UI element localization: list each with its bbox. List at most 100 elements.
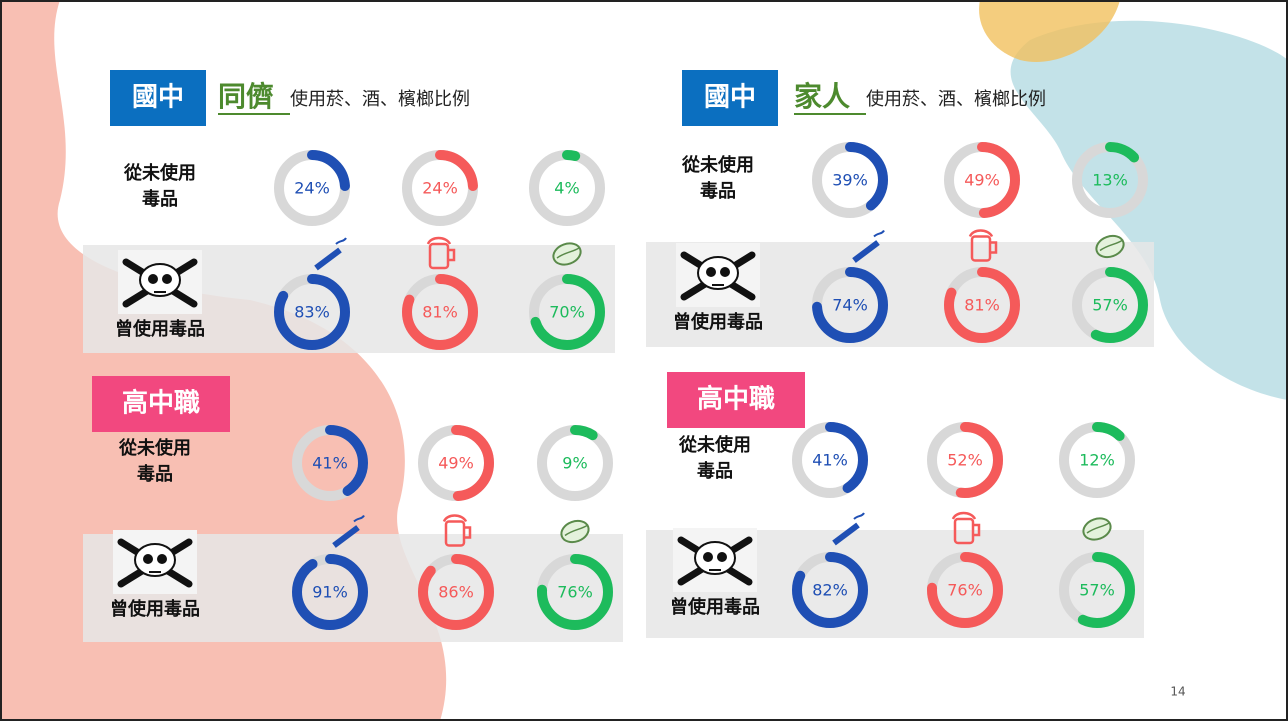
icon [1082, 517, 1112, 541]
skull-head [139, 263, 181, 297]
eye [703, 552, 713, 562]
foam [951, 511, 977, 520]
beer-icon [970, 235, 992, 262]
row-label: 曾使用毒品 [673, 311, 763, 333]
skull-icon [113, 530, 197, 594]
cigarette-icon [852, 240, 880, 263]
beer-handle [990, 241, 998, 254]
icon [560, 519, 590, 544]
row-label: 從未使用 [123, 162, 196, 184]
donut-label: 76% [557, 583, 593, 602]
school-label: 高中職 [122, 388, 200, 419]
donut-arc [1059, 552, 1135, 628]
row-label: 曾使用毒品 [115, 318, 205, 340]
donut-arc [292, 554, 368, 630]
donut-arc [792, 422, 868, 498]
donut-label: 49% [438, 454, 474, 473]
watercolor-yellow [979, 0, 1120, 62]
school-badge [110, 70, 206, 126]
skull-icon [676, 243, 760, 307]
icon [852, 229, 885, 263]
eye [162, 274, 172, 284]
skull-head [694, 541, 736, 575]
cigarette-icon [832, 522, 860, 546]
beer-icon [444, 520, 466, 547]
smoke [335, 237, 347, 245]
donut-arc [537, 425, 613, 501]
row-label: 從未使用 [118, 437, 191, 459]
beer-icon [953, 517, 975, 545]
donut-label: 91% [312, 583, 348, 602]
school-badge [682, 70, 778, 126]
donut-arc [812, 142, 888, 218]
eye [720, 267, 730, 277]
donut-arc [529, 274, 605, 350]
donut-label: 12% [1079, 451, 1115, 470]
page-number: 14 [1170, 685, 1185, 699]
donut-label: 24% [422, 179, 458, 198]
icon [426, 236, 456, 270]
row-label: 毒品 [697, 460, 733, 482]
betel-icon [1082, 517, 1112, 541]
donut-arc [1072, 267, 1148, 343]
donut-arc [402, 150, 478, 226]
donut-label: 41% [812, 451, 848, 470]
donut-label: 52% [947, 451, 983, 470]
betel-line [1099, 239, 1123, 252]
donut-label: 86% [438, 583, 474, 602]
donut-label: 74% [832, 296, 868, 315]
donut-arc [792, 552, 868, 628]
cigarette-icon [332, 525, 360, 548]
donut-arc [418, 425, 494, 501]
donut-label: 82% [812, 581, 848, 600]
skull-icon [673, 528, 757, 592]
donut-arc [944, 267, 1020, 343]
school-label: 國中 [132, 83, 184, 113]
eye [157, 554, 167, 564]
donut-arc [927, 422, 1003, 498]
subtitle: 使用菸、酒、檳榔比例 [866, 89, 1046, 110]
icon [832, 512, 865, 546]
foam [968, 229, 994, 238]
eye [143, 554, 153, 564]
row-label: 毒品 [137, 463, 173, 485]
betel-icon [552, 242, 582, 266]
beer-icon [428, 242, 450, 270]
beer-handle [448, 248, 456, 262]
donut-label: 4% [554, 179, 579, 198]
smoke [853, 512, 865, 520]
icon [552, 242, 582, 266]
row-label: 毒品 [700, 180, 736, 202]
subtitle: 使用菸、酒、檳榔比例 [290, 89, 470, 110]
school-label: 國中 [704, 83, 756, 113]
school-badge [667, 372, 805, 428]
donut-label: 9% [562, 454, 587, 473]
donut-label: 81% [422, 303, 458, 322]
betel-icon [560, 519, 590, 544]
icon [314, 237, 347, 271]
donut-arc [1059, 422, 1135, 498]
row-label: 曾使用毒品 [110, 598, 200, 620]
row-label: 毒品 [142, 188, 178, 210]
donut-arc [944, 142, 1020, 218]
row-label: 曾使用毒品 [670, 596, 760, 618]
donut-arc [812, 267, 888, 343]
donut-arc [274, 274, 350, 350]
betel-line [1086, 522, 1110, 534]
foam [442, 514, 468, 523]
icon [968, 229, 998, 262]
betel-line [564, 524, 588, 537]
betel-icon [1095, 234, 1125, 259]
donut-arc [274, 150, 350, 226]
group-label: 同儕 [218, 80, 274, 113]
donut-label: 41% [312, 454, 348, 473]
donut-arc [1072, 142, 1148, 218]
skull-head [697, 256, 739, 290]
donut-arc [927, 552, 1003, 628]
icon [951, 511, 981, 545]
cigarette-icon [314, 247, 342, 271]
foam [426, 236, 452, 245]
donut-label: 57% [1092, 296, 1128, 315]
